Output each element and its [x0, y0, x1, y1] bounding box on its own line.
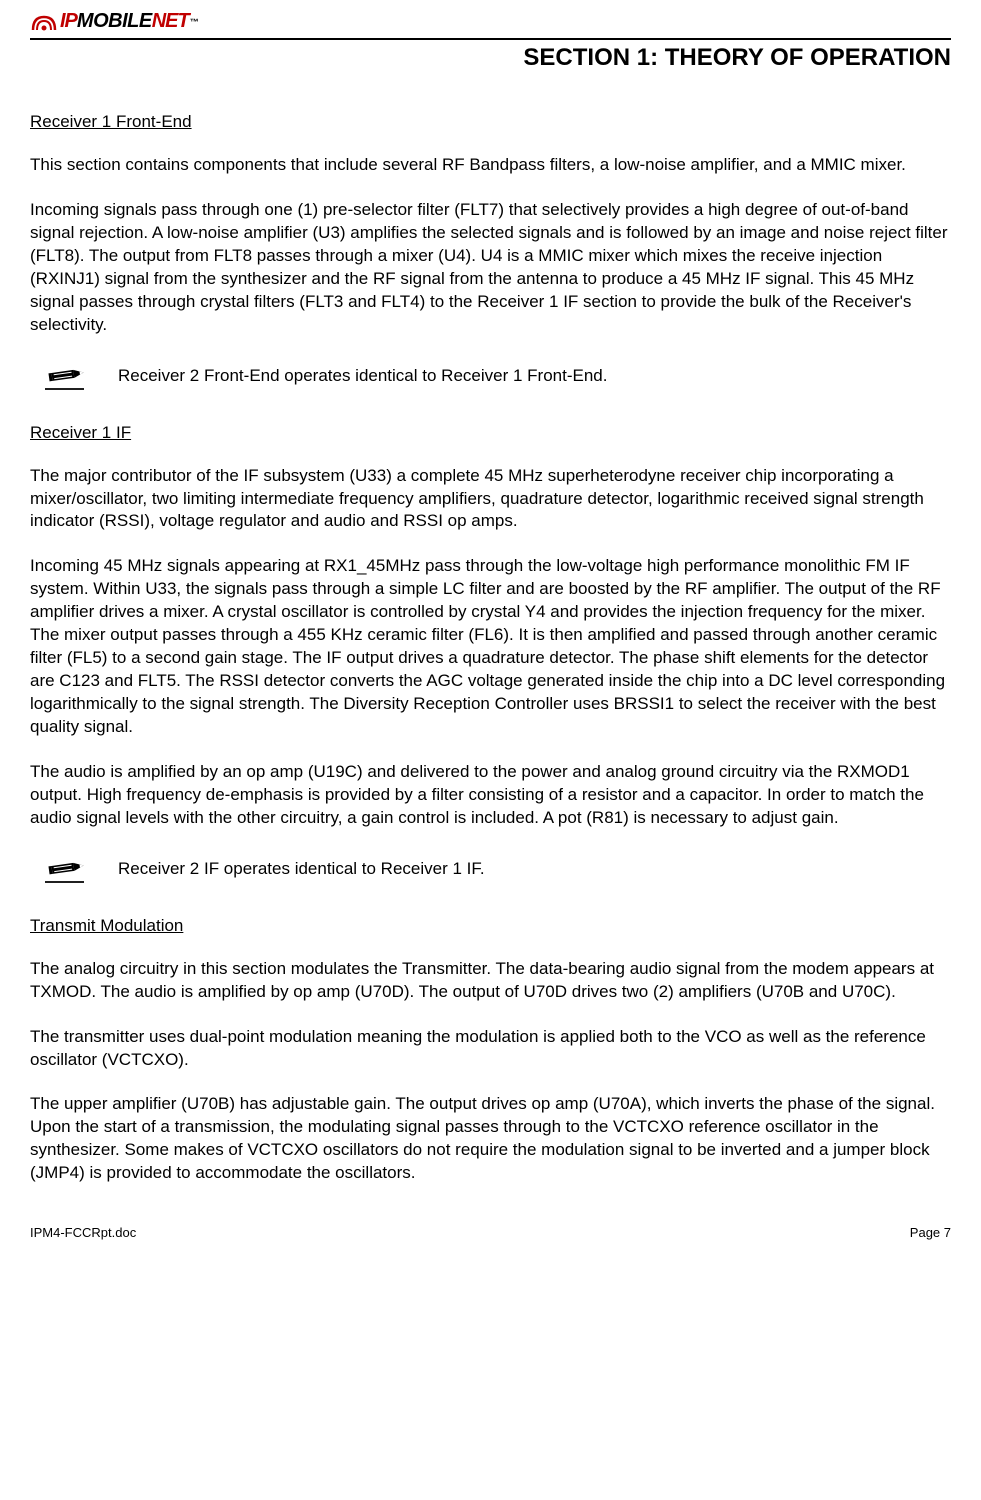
paragraph: The analog circuitry in this section mod…: [30, 958, 951, 1004]
paragraph: Incoming 45 MHz signals appearing at RX1…: [30, 555, 951, 739]
footer-page-number: Page 7: [910, 1225, 951, 1240]
paragraph: The transmitter uses dual-point modulati…: [30, 1026, 951, 1072]
logo-trademark: ™: [190, 17, 199, 27]
paragraph: The audio is amplified by an op amp (U19…: [30, 761, 951, 830]
paragraph: The major contributor of the IF subsyste…: [30, 465, 951, 534]
page-footer: IPM4-FCCRpt.doc Page 7: [30, 1225, 951, 1240]
footer-filename: IPM4-FCCRpt.doc: [30, 1225, 136, 1240]
logo-icon: [30, 10, 58, 33]
subsection-title-receiver1-if: Receiver 1 IF: [30, 423, 951, 443]
header-rule: [30, 38, 951, 40]
paragraph: The upper amplifier (U70B) has adjustabl…: [30, 1093, 951, 1185]
logo: IP MOBILE NET ™: [30, 10, 199, 33]
note-row: Receiver 2 IF operates identical to Rece…: [30, 852, 951, 886]
page-header: IP MOBILE NET ™: [30, 10, 951, 36]
subsection-title-transmit-modulation: Transmit Modulation: [30, 916, 951, 936]
logo-text-mobile: MOBILE: [77, 10, 152, 33]
note-text: Receiver 2 IF operates identical to Rece…: [100, 859, 485, 879]
pencil-icon: [30, 359, 100, 393]
note-text: Receiver 2 Front-End operates identical …: [100, 366, 607, 386]
logo-text-ip: IP: [60, 10, 77, 33]
pencil-icon: [30, 852, 100, 886]
section-title: SECTION 1: THEORY OF OPERATION: [30, 44, 951, 72]
logo-text-net: NET: [152, 10, 189, 33]
note-row: Receiver 2 Front-End operates identical …: [30, 359, 951, 393]
paragraph: Incoming signals pass through one (1) pr…: [30, 199, 951, 337]
subsection-title-receiver1-frontend: Receiver 1 Front-End: [30, 112, 951, 132]
paragraph: This section contains components that in…: [30, 154, 951, 177]
